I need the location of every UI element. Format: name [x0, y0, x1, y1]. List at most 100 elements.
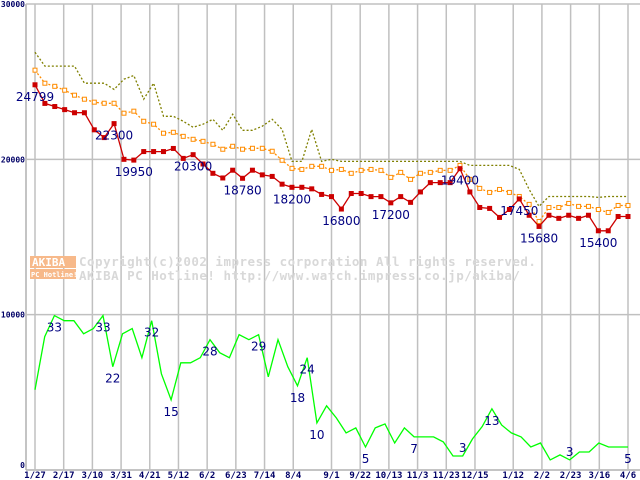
data-point-average [605, 209, 611, 215]
data-point-average [299, 166, 305, 172]
data-point-min [279, 181, 285, 187]
data-point-average [190, 136, 196, 142]
data-point-average [625, 202, 631, 208]
data-point-average [358, 167, 364, 173]
data-point-average [536, 218, 542, 224]
data-point-average [348, 170, 354, 176]
data-point-min [249, 167, 255, 173]
data-point-min [170, 145, 176, 151]
data-point-average [595, 207, 601, 213]
data-point-average [289, 165, 295, 171]
data-point-average [417, 170, 423, 176]
data-point-min [160, 149, 166, 155]
data-label-min: 17450 [500, 204, 538, 218]
data-point-min [220, 175, 226, 181]
data-point-average [121, 110, 127, 116]
data-point-average [131, 108, 137, 114]
data-point-min [566, 212, 572, 218]
x-tick-label: 11/23 [433, 471, 460, 480]
x-tick-label: 4/6 [620, 471, 636, 480]
x-tick-label: 6/2 [199, 471, 215, 480]
data-point-average [368, 166, 374, 172]
data-label-count: 18 [290, 391, 305, 405]
x-tick-label: 6/23 [225, 471, 247, 480]
data-point-average [240, 146, 246, 152]
series-layer [32, 51, 631, 461]
data-label-min: 17200 [372, 208, 410, 222]
data-point-average [398, 169, 404, 175]
data-point-min [52, 104, 58, 110]
data-label-count: 29 [251, 340, 266, 354]
x-tick-label: 9/22 [349, 471, 371, 480]
copyright-text: Copyright(c)2002 impress corporation All… [79, 254, 536, 269]
data-point-average [62, 87, 68, 93]
data-point-min [595, 228, 601, 234]
data-label-min: 18200 [273, 192, 311, 206]
data-point-min [506, 207, 512, 213]
data-label-count: 5 [362, 452, 370, 466]
data-point-min [289, 184, 295, 190]
data-point-average [309, 163, 315, 169]
data-point-min [240, 175, 246, 181]
data-point-average [615, 202, 621, 208]
data-point-min [487, 205, 493, 211]
data-label-count: 24 [300, 363, 315, 377]
y-tick-label: 0 [20, 461, 25, 470]
data-point-min [319, 191, 325, 197]
data-point-min [200, 161, 206, 167]
site-url-text: AKIBA PC Hotline! http://www.watch.impre… [79, 268, 520, 283]
data-point-average [220, 146, 226, 152]
x-tick-label: 3/16 [588, 471, 610, 480]
data-point-min [81, 110, 87, 116]
data-point-min [230, 167, 236, 173]
x-tick-label: 2/17 [53, 471, 75, 480]
x-tick-label: 4/21 [139, 471, 161, 480]
data-point-average [388, 174, 394, 180]
watermark: AKIBA PC Hotline! Copyright(c)2002 impre… [30, 254, 536, 283]
data-point-average [151, 121, 157, 127]
data-label-min: 19950 [115, 165, 153, 179]
data-point-min [605, 228, 611, 234]
data-point-average [338, 166, 344, 172]
data-point-min [42, 100, 48, 106]
data-point-min [348, 191, 354, 197]
data-point-average [200, 138, 206, 144]
data-point-average [230, 143, 236, 149]
data-point-average [378, 167, 384, 173]
logo-top-box [30, 256, 76, 268]
x-tick-label: 1/27 [24, 471, 46, 480]
data-point-min [417, 189, 423, 195]
data-point-average [427, 169, 433, 175]
data-point-min [259, 172, 265, 178]
data-point-average [180, 133, 186, 139]
data-point-min [447, 180, 453, 186]
x-tick-label: 8/4 [285, 471, 302, 480]
data-point-average [160, 130, 166, 136]
data-point-min [72, 110, 78, 116]
data-point-average [72, 92, 78, 98]
data-point-average [497, 186, 503, 192]
data-point-average [467, 176, 473, 182]
data-point-min [151, 149, 157, 155]
logo-top-text: AKIBA [32, 256, 65, 269]
data-point-min [615, 213, 621, 219]
data-label-min: 20300 [174, 160, 212, 174]
data-label-count: 10 [309, 428, 324, 442]
data-label-min: 15680 [520, 231, 558, 245]
data-label-min: 18780 [223, 183, 261, 197]
data-point-average [585, 203, 591, 209]
data-point-min [526, 212, 532, 218]
data-label-count: 3 [566, 445, 574, 459]
grid [25, 3, 640, 471]
data-label-count: 33 [95, 321, 110, 335]
data-label-count: 7 [410, 442, 418, 456]
data-point-min [408, 199, 414, 205]
data-point-min [338, 206, 344, 212]
data-point-average [319, 163, 325, 169]
data-point-min [427, 180, 433, 186]
data-point-min [329, 194, 334, 200]
data-label-min: 22300 [95, 129, 133, 143]
data-label-min: 15400 [579, 236, 617, 250]
data-point-min [210, 170, 216, 176]
